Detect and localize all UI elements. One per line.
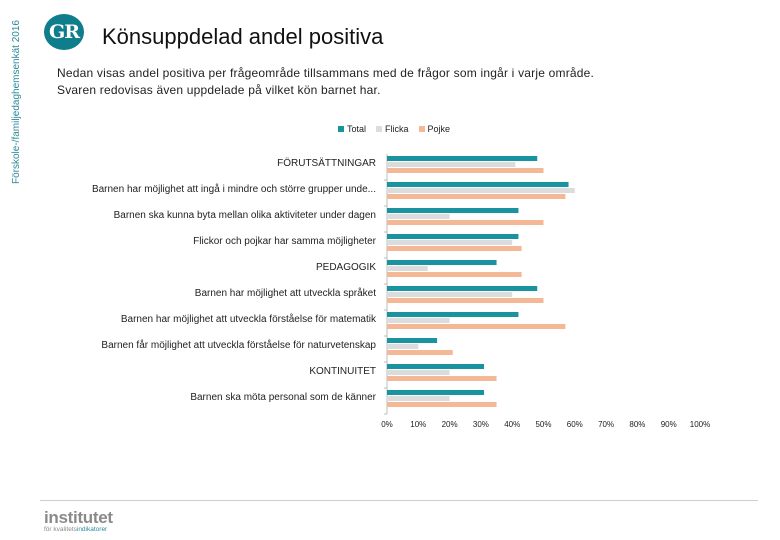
- category-label: Barnen har möjlighet att utveckla språke…: [195, 287, 376, 299]
- institutet-logo-tagline: för kvalitetsindikatorer: [44, 526, 108, 533]
- page-title: Könsuppdelad andel positiva: [102, 24, 384, 49]
- institutet-logo: institutet för kvalitetsindikatorer: [44, 508, 113, 533]
- x-tick-label: 0%: [381, 420, 393, 429]
- bar-total: [387, 338, 438, 343]
- legend-item-total: Total: [338, 124, 366, 134]
- description-line-2: Svaren redovisas även uppdelade på vilke…: [57, 83, 381, 97]
- category-label: Barnen ska möta personal som de känner: [190, 392, 376, 403]
- legend-item-pojke: Pojke: [418, 124, 451, 134]
- category-label: FÖRUTSÄTTNINGAR: [277, 157, 376, 169]
- x-tick-label: 60%: [567, 420, 583, 429]
- bar-flicka: [387, 370, 450, 375]
- category-label: PEDAGOGIK: [316, 262, 376, 273]
- bar-pojke: [387, 220, 544, 225]
- bar-total: [387, 182, 569, 187]
- legend-label-total: Total: [347, 124, 367, 134]
- x-tick-label: 50%: [535, 420, 551, 429]
- legend-swatch-pojke: [418, 126, 425, 132]
- footer-divider: [40, 500, 758, 501]
- category-label: KONTINUITET: [309, 366, 376, 377]
- legend-swatch-total: [338, 126, 344, 132]
- bar-total: [387, 260, 497, 265]
- bar-flicka: [387, 240, 513, 245]
- category-label: Barnen har möjlighet att ingå i mindre o…: [92, 183, 376, 195]
- bar-total: [387, 286, 538, 291]
- bar-flicka: [387, 292, 513, 297]
- bar-pojke: [387, 402, 497, 407]
- category-label: Flickor och pojkar har samma möjligheter: [193, 236, 377, 247]
- x-tick-label: 20%: [442, 420, 458, 429]
- bar-flicka: [387, 214, 450, 219]
- legend-swatch-flicka: [376, 126, 383, 132]
- bar-pojke: [387, 168, 544, 173]
- x-tick-label: 90%: [661, 420, 677, 429]
- legend-item-flicka: Flicka: [376, 124, 409, 134]
- x-tick-label: 70%: [598, 420, 614, 429]
- page-description: Nedan visas andel positiva per frågeområ…: [57, 65, 707, 99]
- legend-label-pojke: Pojke: [427, 124, 451, 134]
- institutet-logo-name: institutet: [44, 508, 113, 527]
- bar-total: [387, 364, 485, 369]
- bar-pojke: [387, 324, 566, 329]
- legend-label-flicka: Flicka: [385, 124, 409, 134]
- gr-logo: GR: [44, 14, 84, 50]
- x-tick-label: 100%: [690, 420, 710, 429]
- bar-pojke: [387, 272, 522, 277]
- bar-flicka: [387, 266, 428, 271]
- bar-pojke: [387, 376, 497, 381]
- bar-flicka: [387, 344, 419, 349]
- bar-flicka: [387, 188, 575, 193]
- survey-side-label: Förskole-/familjedaghemsenkät 2016: [11, 20, 22, 184]
- bar-total: [387, 156, 538, 161]
- chart-legend: Total Flicka Pojke: [338, 124, 450, 134]
- bar-pojke: [387, 298, 544, 303]
- bar-flicka: [387, 162, 516, 167]
- bar-total: [387, 390, 485, 395]
- bar-pojke: [387, 194, 566, 199]
- bar-flicka: [387, 396, 450, 401]
- x-tick-label: 10%: [410, 420, 426, 429]
- bar-flicka: [387, 318, 450, 323]
- x-tick-label: 30%: [473, 420, 489, 429]
- bar-total: [387, 312, 519, 317]
- description-line-1: Nedan visas andel positiva per frågeområ…: [57, 66, 595, 80]
- category-label: Barnen har möjlighet att utveckla förstå…: [121, 313, 377, 325]
- bar-total: [387, 208, 519, 213]
- x-tick-label: 40%: [504, 420, 520, 429]
- category-label: Barnen får möjlighet att utveckla förstå…: [101, 339, 376, 351]
- category-label: Barnen ska kunna byta mellan olika aktiv…: [114, 210, 376, 221]
- bar-total: [387, 234, 519, 239]
- bar-pojke: [387, 350, 453, 355]
- bar-pojke: [387, 246, 522, 251]
- x-tick-label: 80%: [629, 420, 645, 429]
